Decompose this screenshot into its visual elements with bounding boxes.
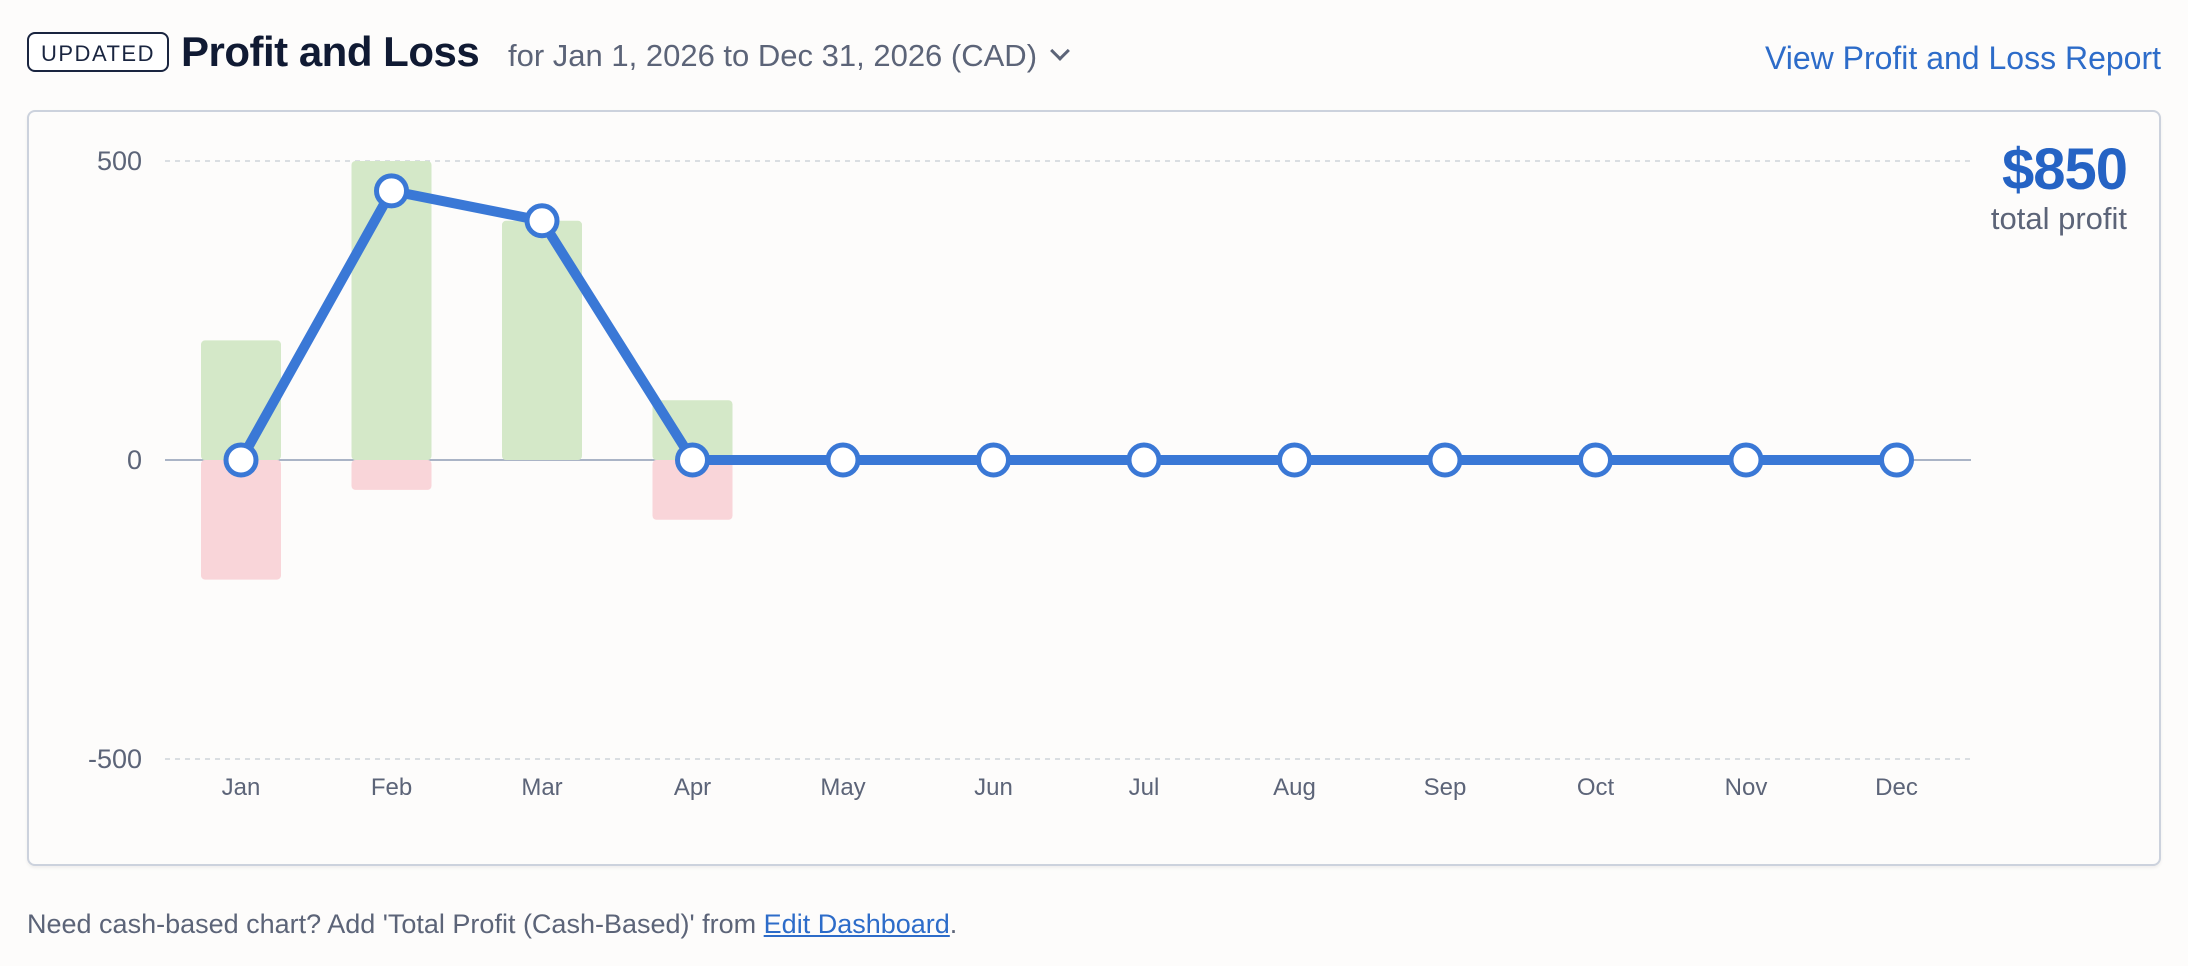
footer-period: . (949, 909, 958, 939)
x-tick-label: Oct (1577, 774, 1615, 801)
profit-point (976, 442, 1011, 478)
profit-point (1578, 442, 1613, 478)
profit-point (524, 203, 560, 239)
total-profit-value: $850 (2001, 137, 2128, 202)
period-label: for Jan 1, 2026 to Dec 31, 2026 (CAD) (508, 38, 1038, 73)
profit-point (1126, 442, 1162, 478)
x-tick-label: Jan (222, 774, 261, 801)
period-selector[interactable]: for Jan 1, 2026 to Dec 31, 2026 (CAD) (508, 36, 1070, 76)
x-tick-label: Jul (1129, 774, 1160, 801)
x-tick-label: Apr (674, 774, 711, 801)
profit-point (1277, 442, 1312, 478)
profit-point (374, 173, 409, 209)
income-bar (652, 400, 733, 460)
profit-loss-chart: 500 0 -500 Jan Feb Mar Apr May Jun Jul Aug Sep Oct No… (88, 146, 1971, 801)
edit-dashboard-link[interactable]: Edit Dashboard (763, 909, 950, 939)
x-tick-label: Dec (1875, 774, 1918, 801)
x-tick-label: Aug (1273, 774, 1316, 801)
expense-bar (351, 460, 432, 490)
footer-note: Need cash-based chart? Add 'Total Profit… (27, 906, 957, 942)
total-profit-summary: $850 total profit (1990, 137, 2128, 236)
profit-point (675, 442, 710, 478)
x-tick-label: Feb (371, 774, 412, 801)
footer-text: Need cash-based chart? Add 'Total Profit… (27, 909, 764, 939)
profit-point (1879, 442, 1914, 478)
updated-badge: UPDATED (27, 32, 169, 72)
y-tick-label: 0 (127, 445, 142, 475)
total-profit-label: total profit (1990, 201, 2127, 236)
profit-point (825, 442, 861, 478)
y-tick-label: 500 (97, 146, 142, 176)
y-tick-label: -500 (88, 744, 142, 774)
chart-card: 500 0 -500 Jan Feb Mar Apr May Jun Jul Aug Sep Oct No… (27, 110, 2161, 866)
expense-bar (201, 460, 281, 580)
view-report-link[interactable]: View Profit and Loss Report (1764, 40, 2161, 76)
x-tick-label: Jun (974, 774, 1013, 801)
x-tick-label: Sep (1424, 774, 1467, 801)
widget-title: Profit and Loss (181, 28, 480, 75)
x-tick-label: May (820, 774, 865, 801)
profit-point (1427, 442, 1463, 478)
profit-line (236, 185, 1902, 465)
profit-point (223, 442, 259, 478)
widget-header: UPDATED Profit and Loss for Jan 1, 2026 … (27, 24, 2161, 88)
chevron-down-icon (1050, 41, 1070, 61)
income-bar (502, 220, 582, 460)
profit-point (1728, 442, 1764, 478)
expense-bar (652, 460, 733, 520)
x-tick-label: Mar (521, 774, 562, 801)
x-tick-label: Nov (1725, 774, 1768, 801)
